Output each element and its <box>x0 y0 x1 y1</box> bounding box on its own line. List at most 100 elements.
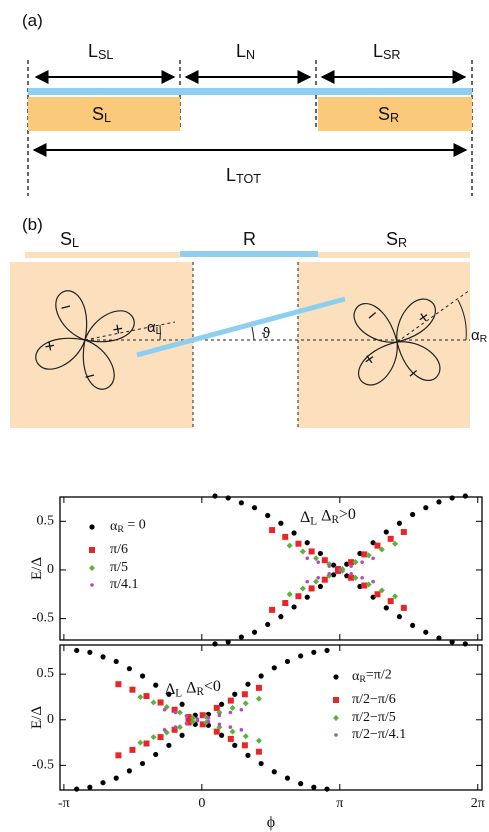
point <box>185 714 189 718</box>
figure: (a) LSL​ LN​ LSR​ SL​ SR​ LTOT​ (b) SL​ … <box>0 0 489 832</box>
point <box>239 500 244 505</box>
point <box>318 584 323 589</box>
point <box>153 683 158 688</box>
point <box>114 776 119 781</box>
point <box>153 752 158 757</box>
y-axis-label: E/Δ <box>29 557 45 580</box>
point <box>450 639 455 644</box>
point <box>219 733 224 738</box>
legend-label: π/5 <box>110 560 128 575</box>
point <box>185 722 189 726</box>
point <box>242 742 248 748</box>
point <box>196 719 200 723</box>
point <box>218 723 222 727</box>
point <box>388 598 394 604</box>
point <box>324 648 329 653</box>
point <box>311 650 316 655</box>
point <box>228 698 234 704</box>
point <box>287 591 293 597</box>
point <box>87 785 92 790</box>
angle-label: ϑ <box>262 325 271 342</box>
point <box>245 682 250 687</box>
point <box>240 728 244 732</box>
point <box>272 769 277 774</box>
point <box>282 534 288 540</box>
point <box>230 705 236 711</box>
point <box>229 711 233 715</box>
legend-label: π/4.1 <box>110 577 138 592</box>
point <box>240 708 244 712</box>
point <box>174 725 178 729</box>
point <box>300 548 306 554</box>
y-tick-label: 0 <box>47 712 54 727</box>
region-label: SR​ <box>386 229 407 250</box>
point <box>166 743 171 748</box>
point <box>259 761 264 766</box>
point <box>207 716 211 720</box>
point <box>371 580 375 584</box>
point <box>401 529 407 535</box>
x-tick-label: 2π <box>471 796 485 811</box>
point <box>265 622 270 627</box>
point <box>74 786 79 791</box>
point <box>226 495 231 500</box>
left-strip <box>25 252 180 258</box>
point <box>256 685 262 691</box>
y-tick-label: 0.5 <box>37 666 55 681</box>
point <box>388 536 394 542</box>
series <box>163 708 243 732</box>
point <box>423 630 428 635</box>
length-label: LSL​ <box>88 41 113 62</box>
point <box>137 694 143 700</box>
point <box>100 780 105 785</box>
point <box>163 708 167 712</box>
point <box>256 738 262 744</box>
legend-label: αR​ = 0 <box>110 518 146 535</box>
point <box>311 785 316 790</box>
point <box>207 720 211 724</box>
point <box>243 700 249 706</box>
point <box>278 614 283 619</box>
legend-swatch <box>89 565 95 571</box>
point <box>278 521 283 526</box>
point <box>324 786 329 791</box>
legend-swatch <box>333 715 339 721</box>
right-superconductor <box>298 262 470 428</box>
point <box>212 493 217 498</box>
point <box>371 556 375 560</box>
point <box>410 623 415 628</box>
point <box>137 740 143 746</box>
point <box>397 614 402 619</box>
panel-label: (b) <box>22 215 43 234</box>
point <box>129 747 135 753</box>
point <box>285 659 290 664</box>
wire-strip <box>180 251 318 257</box>
page: (a) LSL​ LN​ LSR​ SL​ SR​ LTOT​ (b) SL​ … <box>0 0 489 832</box>
length-label: LTOT​ <box>226 165 261 186</box>
y-axis-label: E/Δ <box>29 706 45 729</box>
point <box>179 733 184 738</box>
legend-swatch <box>333 674 338 679</box>
point <box>309 548 315 554</box>
point <box>298 781 303 786</box>
point <box>361 583 367 589</box>
legend-swatch <box>89 524 94 529</box>
point <box>300 585 306 591</box>
point <box>174 711 178 715</box>
series <box>137 694 262 746</box>
point <box>463 641 468 646</box>
legend-label: π/6 <box>110 542 128 557</box>
x-tick-label: π <box>336 796 343 811</box>
point <box>232 743 237 748</box>
point <box>219 702 224 707</box>
point <box>87 650 92 655</box>
point <box>397 521 402 526</box>
point <box>305 556 309 560</box>
point <box>232 692 237 697</box>
point <box>252 630 257 635</box>
point <box>450 495 455 500</box>
length-label: LN​ <box>236 41 255 62</box>
point <box>305 595 310 600</box>
point <box>463 493 468 498</box>
point <box>384 529 389 534</box>
